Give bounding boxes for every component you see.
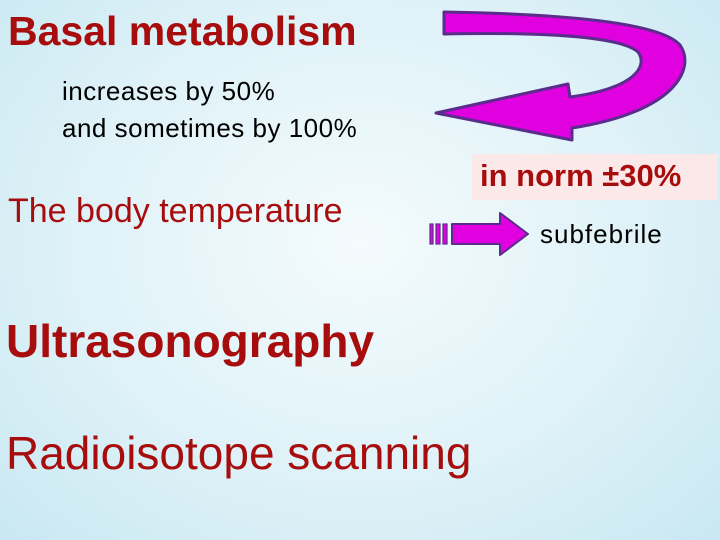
increase-detail-line-2: and sometimes by 100%	[62, 113, 358, 143]
ultrasonography-heading: Ultrasonography	[6, 315, 375, 367]
basal-metabolism-heading: Basal metabolism	[8, 8, 357, 54]
striped-arrow-icon	[429, 212, 529, 256]
norm-note: in norm ±30%	[480, 158, 682, 193]
body-temperature-label: The body temperature	[8, 192, 343, 230]
radioisotope-scanning-heading: Radioisotope scanning	[6, 427, 472, 479]
increase-detail-line-1: increases by 50%	[62, 76, 276, 106]
norm-note-box	[472, 154, 718, 200]
temperature-value: subfebrile	[540, 219, 663, 249]
curved-arrow-icon	[434, 10, 687, 142]
